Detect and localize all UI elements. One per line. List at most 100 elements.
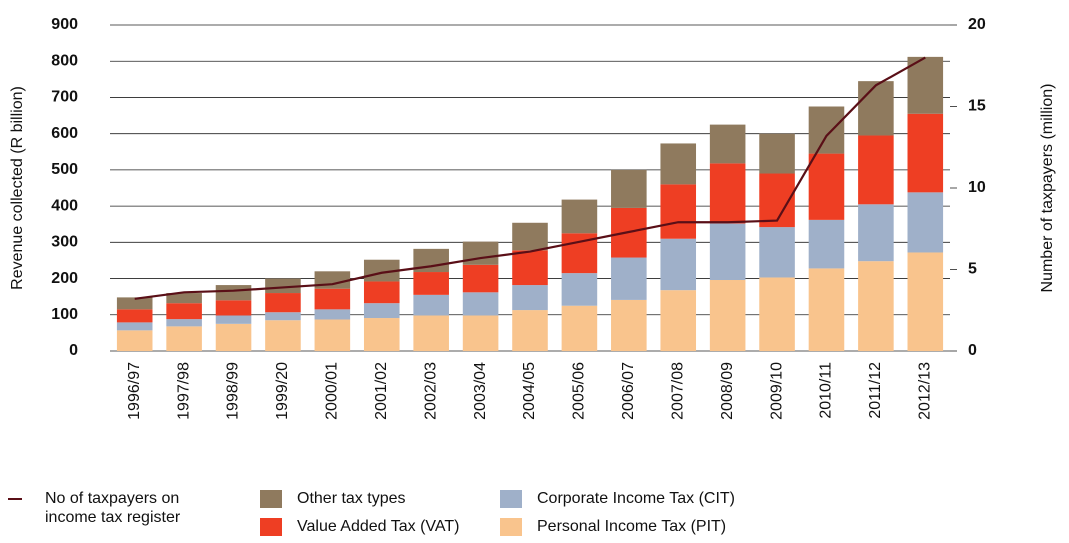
bar-segment — [215, 315, 252, 324]
bar-segment — [462, 315, 499, 351]
x-tick-label: 2012/13 — [917, 362, 934, 420]
bar-segment — [907, 56, 944, 114]
bar-segment — [512, 285, 548, 311]
line-series — [134, 56, 926, 300]
bar-segment — [512, 250, 548, 286]
bar-segment — [462, 264, 499, 293]
bar-segment — [265, 312, 301, 321]
bar-segment — [166, 293, 202, 304]
bar-segment — [808, 268, 845, 351]
y-tick-label: 900 — [51, 16, 78, 33]
bar-segment — [363, 318, 400, 351]
bar-segment — [363, 259, 400, 282]
bar-segment — [413, 272, 449, 295]
bar-segment — [116, 297, 153, 310]
bar-segment — [413, 294, 449, 316]
bar-segment — [215, 323, 252, 351]
bar-segment — [709, 124, 746, 164]
y-tick-label: 0 — [69, 342, 78, 359]
bar-segment — [907, 252, 944, 351]
bar-segment — [166, 319, 202, 327]
y2-tick-label: 5 — [968, 261, 977, 278]
x-tick-label: 2011/12 — [867, 362, 884, 419]
x-tick-label: 1999/20 — [274, 362, 291, 420]
bar-segment — [907, 192, 944, 253]
y2-tick-label: 0 — [968, 342, 977, 359]
y-tick-label: 700 — [51, 89, 78, 106]
bar-segment — [462, 241, 499, 265]
y-axis-label: Revenue collected (R billion) — [9, 86, 26, 290]
x-tick-label: 2007/08 — [669, 362, 686, 420]
x-tick-label: 1996/97 — [126, 362, 143, 420]
y2-axis-label: Number of taxpayers (million) — [1039, 84, 1056, 293]
bar-segment — [116, 330, 153, 351]
legend-label: Corporate Income Tax (CIT) — [537, 490, 735, 507]
x-tick-label: 2003/04 — [472, 362, 489, 420]
bar-segment — [709, 280, 746, 351]
bar-segment — [265, 320, 301, 351]
bar-segment — [512, 222, 548, 251]
bar-segment — [561, 199, 598, 234]
x-tick-label: 2004/05 — [521, 362, 538, 420]
bar-segment — [561, 305, 598, 351]
legend-swatch — [260, 490, 282, 508]
bar-segment — [858, 135, 894, 205]
bar-segment — [709, 163, 746, 224]
bar-segment — [808, 219, 845, 269]
x-tick-label: 1998/99 — [225, 362, 242, 420]
y-tick-label: 400 — [51, 197, 78, 214]
bar-segment — [265, 293, 301, 313]
bar-segment — [759, 277, 795, 351]
bar-segment — [363, 303, 400, 319]
legend-label: Other tax types — [297, 490, 406, 507]
bar-segment — [858, 261, 894, 351]
bar-segment — [116, 322, 153, 331]
legend-label: Personal Income Tax (PIT) — [537, 518, 727, 535]
y2-tick-label: 20 — [968, 16, 986, 33]
bar-segment — [314, 288, 351, 310]
bar-segment — [413, 315, 449, 351]
bar-segment — [808, 153, 845, 220]
legend-swatch — [260, 518, 282, 536]
bar-segment — [611, 169, 647, 208]
x-tick-label: 2000/01 — [324, 362, 341, 420]
bar-segment — [759, 133, 795, 174]
x-tick-label: 2009/10 — [768, 362, 785, 420]
y-tick-label: 800 — [51, 52, 78, 69]
legend-label: No of taxpayers on income tax register — [45, 490, 181, 526]
bar-segment — [413, 248, 449, 273]
legend-swatch — [8, 498, 22, 500]
bar-segment — [166, 326, 202, 351]
y-tick-label: 600 — [51, 125, 78, 142]
x-tick-label: 2002/03 — [422, 362, 439, 420]
bar-segment — [611, 299, 647, 351]
x-tick-label: 2006/07 — [620, 362, 637, 420]
bar-segment — [265, 278, 301, 294]
y2-tick-label: 15 — [968, 98, 986, 115]
bar-segment — [166, 303, 202, 320]
bar-segment — [215, 285, 252, 301]
x-tick-label: 2010/11 — [818, 362, 835, 419]
x-tick-label: 2008/09 — [719, 362, 736, 420]
bar-segment — [611, 257, 647, 300]
bar-segment — [215, 300, 252, 316]
bar-segment — [561, 273, 598, 306]
bar-segment — [660, 290, 697, 351]
bar-segment — [363, 281, 400, 304]
legend-swatch — [500, 490, 522, 508]
legend-label: Value Added Tax (VAT) — [297, 518, 460, 535]
bar-segment — [116, 309, 153, 323]
bar-segment — [858, 204, 894, 262]
y-tick-label: 300 — [51, 234, 78, 251]
bar-segment — [660, 184, 697, 239]
legend-swatch — [500, 518, 522, 536]
bar-segment — [759, 227, 795, 278]
bar-segment — [314, 319, 351, 351]
y-tick-label: 200 — [51, 270, 78, 287]
bar-segment — [858, 81, 894, 136]
bar-segment — [660, 143, 697, 185]
y-tick-label: 500 — [51, 161, 78, 178]
bar-segment — [512, 310, 548, 351]
